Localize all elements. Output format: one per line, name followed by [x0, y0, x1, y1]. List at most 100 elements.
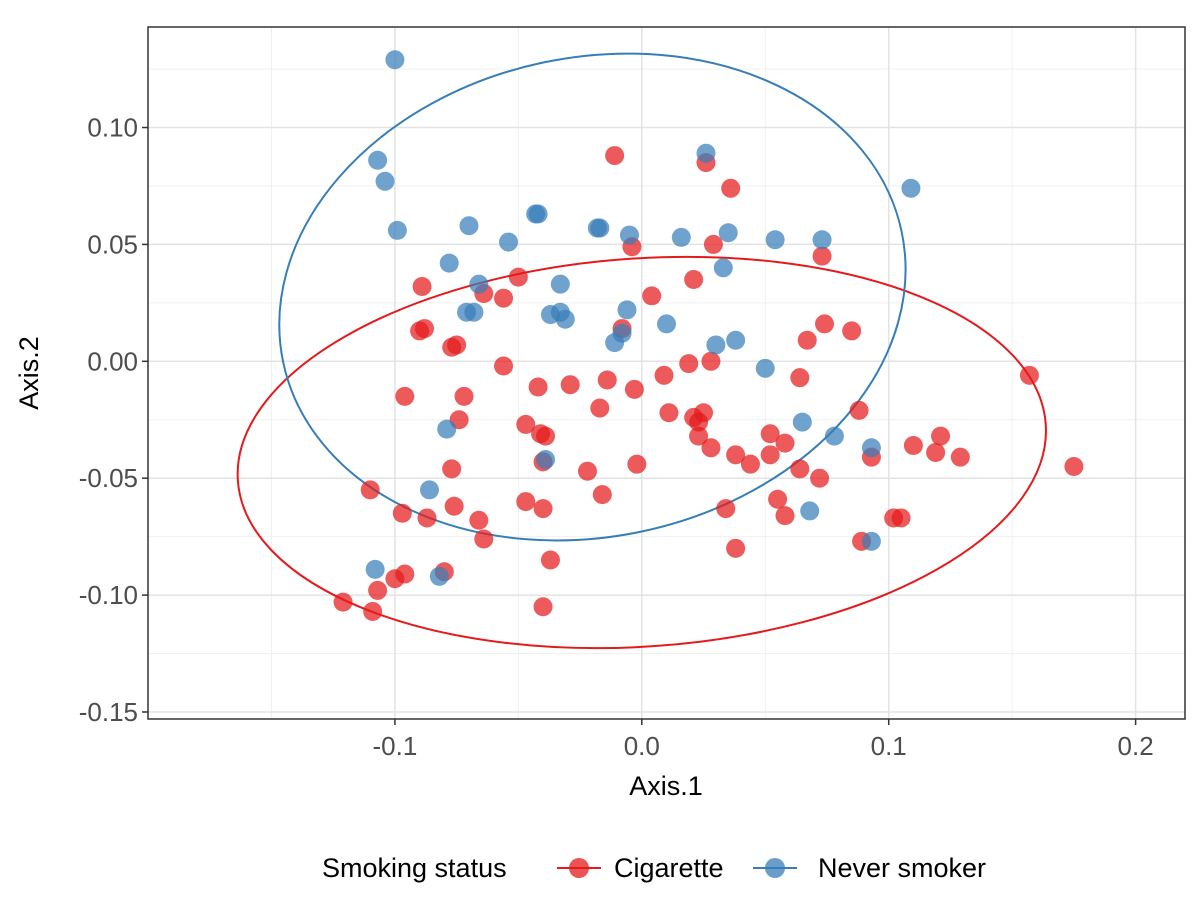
point-never-smoker: [861, 438, 881, 458]
ellipse-never-smoker: [278, 52, 907, 542]
point-cigarette: [654, 365, 674, 385]
point-cigarette: [385, 569, 405, 589]
point-cigarette: [447, 335, 467, 355]
point-cigarette: [775, 433, 795, 453]
confidence-ellipses: [236, 52, 1047, 650]
point-never-smoker: [375, 171, 395, 191]
legend: Smoking status Cigarette Never smoker: [322, 853, 986, 883]
y-axis-title: Axis.2: [14, 336, 44, 410]
point-cigarette: [891, 508, 911, 528]
point-cigarette: [797, 330, 817, 350]
point-cigarette: [417, 508, 437, 528]
y-tick-label: -0.15: [79, 697, 138, 727]
x-tick-label: 0.0: [624, 731, 660, 761]
point-cigarette: [701, 438, 721, 458]
point-never-smoker: [469, 274, 489, 294]
point-cigarette: [412, 277, 432, 296]
point-cigarette: [684, 269, 704, 289]
point-never-smoker: [713, 258, 733, 278]
legend-title: Smoking status: [322, 853, 507, 883]
point-cigarette: [842, 321, 862, 341]
point-cigarette: [577, 461, 597, 481]
y-tick-label: 0.00: [87, 346, 138, 376]
point-cigarette: [926, 442, 946, 462]
data-points: [333, 50, 1084, 621]
point-never-smoker: [706, 335, 726, 355]
point-never-smoker: [755, 358, 775, 378]
point-never-smoker: [439, 253, 459, 273]
point-cigarette: [760, 445, 780, 465]
point-cigarette: [590, 398, 610, 418]
point-cigarette: [592, 485, 612, 505]
point-cigarette: [605, 146, 625, 166]
point-never-smoker: [812, 230, 832, 250]
point-never-smoker: [536, 450, 556, 469]
point-cigarette: [392, 503, 412, 523]
point-cigarette: [363, 601, 383, 621]
point-cigarette: [597, 370, 617, 390]
point-cigarette: [469, 510, 489, 530]
point-cigarette: [1019, 365, 1039, 385]
point-cigarette: [536, 426, 556, 446]
point-cigarette: [790, 368, 810, 388]
axes: -0.1 0.0 0.1 0.2 0.10 0.05 0.00 -0.05 -0.10 -0.15: [79, 113, 1154, 761]
point-cigarette: [454, 386, 474, 406]
x-axis-title: Axis.1: [629, 771, 703, 801]
point-never-smoker: [368, 150, 388, 170]
point-cigarette: [560, 375, 580, 395]
x-tick-label: -0.1: [372, 731, 417, 761]
plot-panel-border: [147, 26, 1186, 720]
ellipse-cigarette: [236, 255, 1047, 650]
legend-key-never-smoker: [753, 858, 797, 878]
point-never-smoker: [419, 480, 439, 500]
point-cigarette: [642, 286, 662, 306]
point-cigarette: [716, 499, 736, 519]
point-never-smoker: [550, 274, 570, 294]
point-cigarette: [494, 288, 514, 308]
point-never-smoker: [824, 426, 844, 446]
point-cigarette: [726, 538, 746, 558]
point-cigarette: [931, 426, 951, 446]
point-cigarette: [360, 480, 380, 500]
point-cigarette: [810, 468, 830, 488]
point-cigarette: [721, 178, 741, 198]
point-never-smoker: [726, 330, 746, 350]
point-never-smoker: [765, 230, 785, 250]
point-never-smoker: [619, 225, 639, 245]
point-cigarette: [368, 580, 388, 600]
legend-label-cigarette: Cigarette: [614, 853, 724, 883]
point-cigarette: [494, 356, 514, 376]
point-cigarette: [395, 386, 415, 406]
point-cigarette: [768, 489, 788, 509]
point-never-smoker: [696, 143, 716, 163]
point-cigarette: [775, 506, 795, 526]
point-never-smoker: [459, 216, 479, 236]
point-cigarette: [790, 459, 810, 479]
y-tick-label: -0.10: [79, 580, 138, 610]
point-cigarette: [444, 496, 464, 516]
point-cigarette: [533, 499, 553, 519]
point-never-smoker: [671, 227, 691, 247]
point-never-smoker: [792, 412, 812, 432]
point-cigarette: [812, 246, 832, 266]
point-cigarette: [903, 435, 923, 455]
point-never-smoker: [429, 566, 449, 586]
point-cigarette: [849, 400, 869, 420]
point-never-smoker: [437, 419, 457, 439]
y-tick-label: -0.05: [79, 463, 138, 493]
y-tick-label: 0.10: [87, 113, 138, 143]
point-never-smoker: [800, 501, 820, 521]
point-never-smoker: [605, 333, 625, 353]
point-never-smoker: [555, 309, 575, 329]
point-never-smoker: [590, 218, 610, 238]
legend-key-dot: [569, 858, 589, 878]
point-never-smoker: [365, 559, 385, 579]
point-never-smoker: [901, 178, 921, 198]
point-cigarette: [760, 424, 780, 444]
point-never-smoker: [861, 531, 881, 551]
point-cigarette: [508, 267, 528, 287]
point-never-smoker: [617, 300, 637, 320]
point-cigarette: [740, 454, 760, 474]
point-cigarette: [701, 351, 721, 371]
